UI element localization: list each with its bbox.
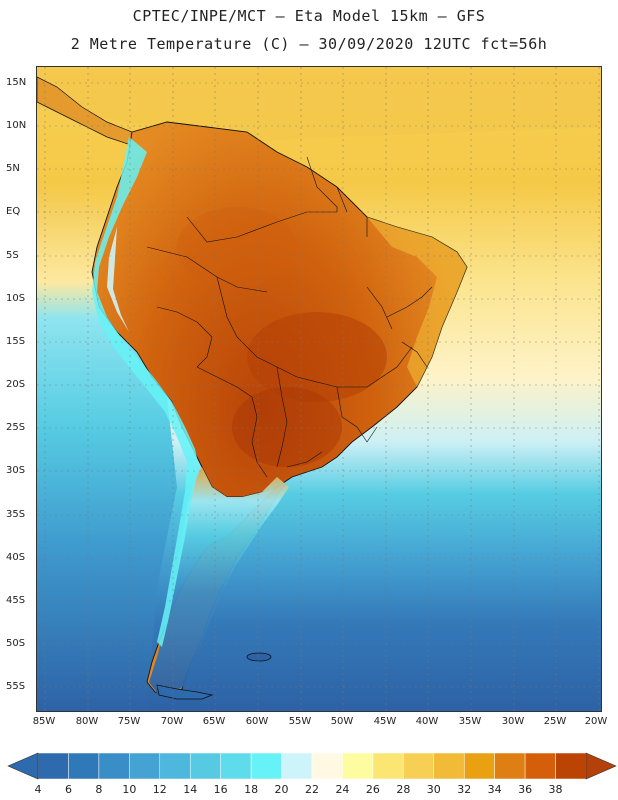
colorbar-label: 14: [183, 783, 198, 796]
lon-label-40w: 40W: [415, 716, 439, 727]
colorbar-label: 4: [34, 783, 42, 796]
lon-label-60w: 60W: [245, 716, 269, 727]
andes-peaks: [107, 227, 129, 332]
lat-label-40s: 40S: [6, 552, 26, 563]
lat-label-50s: 50S: [6, 638, 26, 649]
map-frame: [36, 66, 602, 712]
lon-label-45w: 45W: [373, 716, 397, 727]
colorbar-label: 22: [305, 783, 319, 796]
colorbar-label: 26: [365, 783, 380, 796]
lat-label-20s: 20S: [6, 379, 26, 390]
lat-label-5n: 5N: [6, 163, 20, 174]
chart-subtitle: 2 Metre Temperature (C) – 30/09/2020 12U…: [70, 35, 548, 53]
lon-label-25w: 25W: [543, 716, 567, 727]
colorbar-cell: [250, 752, 282, 780]
pacific-ocean: [37, 187, 177, 711]
lat-label-10n: 10N: [6, 120, 27, 131]
colorbar-label: 32: [457, 783, 472, 796]
colorbar-label: 10: [122, 783, 137, 796]
colorbar-cell: [342, 752, 374, 780]
lon-label-85w: 85W: [32, 716, 56, 727]
lon-label-50w: 50W: [330, 716, 354, 727]
colorbar-label: 16: [213, 783, 228, 796]
lon-label-70w: 70W: [160, 716, 184, 727]
colorbar-label: 18: [244, 783, 259, 796]
lat-lon-grid: [37, 67, 601, 711]
lon-label-20w: 20W: [584, 716, 608, 727]
lon-label-30w: 30W: [501, 716, 525, 727]
colorbar-label: 36: [518, 783, 533, 796]
temperature-map: [37, 67, 601, 711]
colorbar-cell: [189, 752, 221, 780]
lat-label-10s: 10S: [6, 293, 26, 304]
lon-label-55w: 55W: [288, 716, 312, 727]
colorbar-low-arrow: [7, 752, 39, 780]
colorbar-cell: [403, 752, 435, 780]
country-borders: [146, 156, 433, 478]
northeast-coast: [367, 217, 467, 387]
colorbar-label: 6: [64, 783, 72, 796]
lat-label-5s: 5S: [6, 250, 19, 261]
colorbar-cell: [494, 752, 526, 780]
lat-label-35s: 35S: [6, 509, 26, 520]
colorbar-label: 12: [152, 783, 167, 796]
colorbar-label: 20: [274, 783, 289, 796]
lat-label-55s: 55S: [6, 681, 26, 692]
colorbar-label: 28: [396, 783, 411, 796]
colorbar: [7, 752, 617, 780]
lon-label-75w: 75W: [117, 716, 141, 727]
colorbar-label: 24: [335, 783, 350, 796]
colorbar-cell: [372, 752, 404, 780]
colorbar-cell: [98, 752, 130, 780]
colorbar-cell: [555, 752, 587, 780]
southern-cone: [149, 467, 289, 694]
lat-label-eq: EQ: [6, 206, 21, 217]
colorbar-cell: [159, 752, 191, 780]
hot-core-south: [232, 387, 342, 467]
colorbar-cell: [37, 752, 69, 780]
tierra-del-fuego: [156, 684, 214, 700]
lat-label-30s: 30S: [6, 465, 26, 476]
lon-label-80w: 80W: [75, 716, 99, 727]
colorbar-cell: [129, 752, 161, 780]
colorbar-cell: [68, 752, 100, 780]
chart-title: CPTEC/INPE/MCT – Eta Model 15km – GFS: [132, 7, 486, 25]
lat-label-25s: 25S: [6, 422, 26, 433]
lat-label-45s: 45S: [6, 595, 26, 606]
colorbar-high-arrow: [585, 752, 617, 780]
colorbar-cell: [311, 752, 343, 780]
colorbar-cell: [463, 752, 495, 780]
colorbar-cell: [220, 752, 252, 780]
lat-label-15s: 15S: [6, 336, 26, 347]
lon-label-65w: 65W: [202, 716, 226, 727]
lat-label-15n: 15N: [6, 77, 27, 88]
colorbar-cell: [433, 752, 465, 780]
colorbar-label: 38: [548, 783, 563, 796]
falkland-islands: [246, 652, 272, 662]
lon-label-35w: 35W: [458, 716, 482, 727]
hot-core-central: [247, 312, 387, 402]
colorbar-cell: [281, 752, 313, 780]
colorbar-cell: [524, 752, 556, 780]
colorbar-label: 34: [487, 783, 502, 796]
colorbar-label: 8: [95, 783, 103, 796]
hot-core-north: [177, 207, 297, 287]
colorbar-label: 30: [426, 783, 441, 796]
